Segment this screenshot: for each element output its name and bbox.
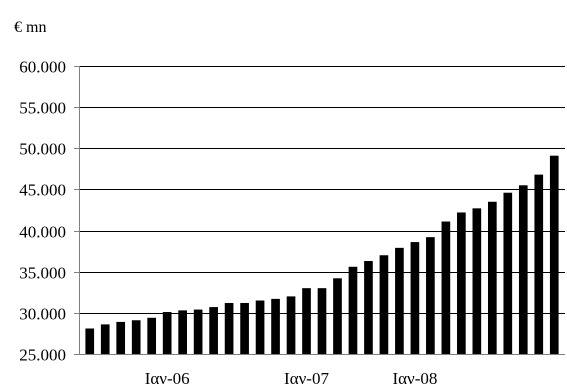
y-tick-label: 60.000 (19, 58, 66, 77)
y-tick-label: 35.000 (19, 264, 66, 283)
x-tick-label: Ιαν-08 (392, 369, 437, 388)
bar (395, 247, 404, 354)
bar (100, 324, 110, 354)
bar (193, 309, 203, 354)
bar (333, 278, 342, 354)
y-tick-label: 55.000 (19, 99, 66, 118)
y-tick-label: 25.000 (19, 346, 66, 365)
bar (302, 288, 311, 354)
bar (131, 320, 141, 354)
bar (549, 155, 559, 354)
y-tick-label: 40.000 (19, 223, 66, 242)
bar (503, 192, 513, 354)
y-tick-label: 30.000 (19, 305, 66, 324)
bar (317, 288, 327, 354)
bar (240, 302, 249, 354)
bar (85, 328, 95, 354)
bars (85, 155, 559, 354)
bar (518, 185, 528, 354)
axes (74, 66, 565, 355)
bar (286, 296, 296, 354)
y-tick-label: 45.000 (19, 181, 66, 200)
gridlines (79, 66, 565, 314)
bar (271, 298, 280, 354)
bar (224, 302, 234, 354)
bar (147, 317, 157, 354)
bar (178, 310, 187, 354)
y-axis-unit-label: € mn (14, 19, 46, 36)
bar (116, 321, 126, 354)
bar (472, 208, 482, 354)
bar (209, 307, 218, 354)
bar (364, 261, 373, 354)
bar (487, 201, 497, 354)
bar (457, 212, 466, 354)
bar (441, 221, 451, 354)
x-tick-label: Ιαν-07 (284, 369, 329, 388)
bar (162, 312, 172, 354)
bar (348, 266, 358, 354)
bar (379, 255, 389, 354)
bar (534, 174, 544, 354)
bar (426, 237, 435, 354)
bar (410, 242, 420, 354)
x-tick-labels: Ιαν-06 Ιαν-07 Ιαν-08 (145, 369, 438, 388)
x-tick-label: Ιαν-06 (145, 369, 190, 388)
y-tick-labels: 25.000 30.000 35.000 40.000 45.000 50.000 55.0… (19, 58, 66, 365)
bar (255, 300, 265, 354)
y-tick-label: 50.000 (19, 140, 66, 159)
